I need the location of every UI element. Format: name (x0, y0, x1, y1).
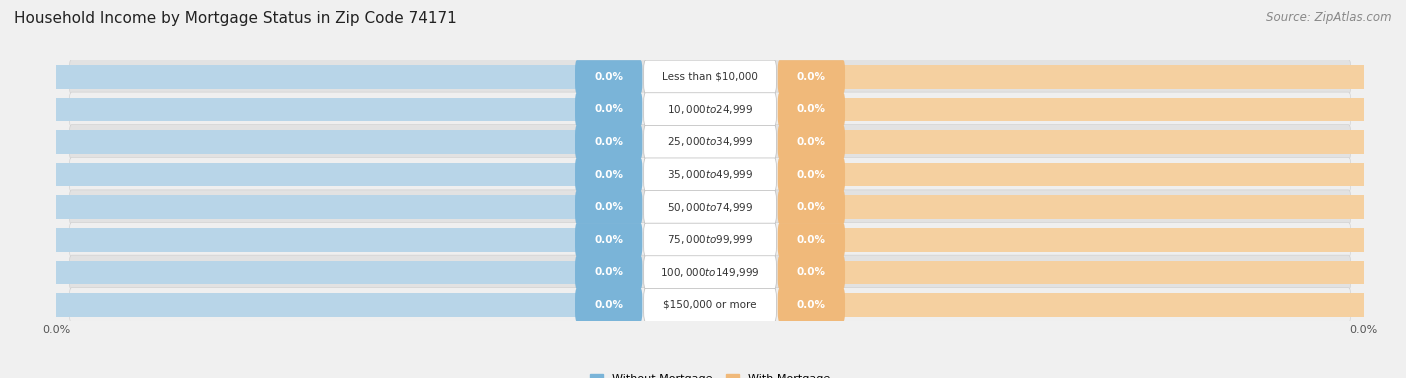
Text: $35,000 to $49,999: $35,000 to $49,999 (666, 168, 754, 181)
Text: Household Income by Mortgage Status in Zip Code 74171: Household Income by Mortgage Status in Z… (14, 11, 457, 26)
FancyBboxPatch shape (778, 125, 845, 159)
Text: Source: ZipAtlas.com: Source: ZipAtlas.com (1267, 11, 1392, 24)
Bar (844, 98, 1364, 121)
Bar (844, 65, 1364, 88)
Bar (56, 65, 576, 88)
Text: 0.0%: 0.0% (797, 202, 825, 212)
FancyBboxPatch shape (575, 158, 643, 191)
Bar (56, 228, 576, 251)
Text: 0.0%: 0.0% (595, 235, 623, 245)
Bar (844, 130, 1364, 154)
FancyBboxPatch shape (644, 256, 776, 289)
FancyBboxPatch shape (69, 223, 1351, 257)
Text: 0.0%: 0.0% (797, 170, 825, 180)
Text: 0.0%: 0.0% (595, 104, 623, 115)
FancyBboxPatch shape (575, 288, 643, 322)
Bar (844, 293, 1364, 317)
FancyBboxPatch shape (69, 157, 1351, 192)
Text: Less than $10,000: Less than $10,000 (662, 72, 758, 82)
FancyBboxPatch shape (778, 223, 845, 256)
FancyBboxPatch shape (69, 255, 1351, 290)
Text: 0.0%: 0.0% (595, 202, 623, 212)
Text: 0.0%: 0.0% (797, 300, 825, 310)
Bar (56, 261, 576, 284)
FancyBboxPatch shape (69, 59, 1351, 94)
FancyBboxPatch shape (644, 125, 776, 159)
Bar (56, 98, 576, 121)
Bar (844, 228, 1364, 251)
Bar (844, 261, 1364, 284)
FancyBboxPatch shape (778, 288, 845, 322)
Text: 0.0%: 0.0% (595, 300, 623, 310)
FancyBboxPatch shape (69, 92, 1351, 127)
Text: $50,000 to $74,999: $50,000 to $74,999 (666, 201, 754, 214)
Bar (844, 163, 1364, 186)
FancyBboxPatch shape (644, 288, 776, 322)
Bar (56, 195, 576, 219)
FancyBboxPatch shape (69, 288, 1351, 322)
FancyBboxPatch shape (575, 223, 643, 256)
Bar (844, 195, 1364, 219)
FancyBboxPatch shape (575, 191, 643, 224)
Text: 0.0%: 0.0% (797, 235, 825, 245)
FancyBboxPatch shape (644, 60, 776, 93)
FancyBboxPatch shape (575, 256, 643, 289)
Text: $25,000 to $34,999: $25,000 to $34,999 (666, 135, 754, 149)
Bar (56, 163, 576, 186)
FancyBboxPatch shape (575, 125, 643, 159)
FancyBboxPatch shape (778, 256, 845, 289)
FancyBboxPatch shape (644, 223, 776, 256)
Bar (56, 130, 576, 154)
FancyBboxPatch shape (69, 125, 1351, 159)
Text: 0.0%: 0.0% (595, 137, 623, 147)
FancyBboxPatch shape (778, 60, 845, 93)
Legend: Without Mortgage, With Mortgage: Without Mortgage, With Mortgage (585, 369, 835, 378)
FancyBboxPatch shape (778, 158, 845, 191)
FancyBboxPatch shape (644, 93, 776, 126)
Text: 0.0%: 0.0% (595, 267, 623, 277)
Text: 0.0%: 0.0% (797, 137, 825, 147)
Text: 0.0%: 0.0% (797, 267, 825, 277)
Text: $150,000 or more: $150,000 or more (664, 300, 756, 310)
FancyBboxPatch shape (778, 93, 845, 126)
Text: 0.0%: 0.0% (797, 104, 825, 115)
FancyBboxPatch shape (644, 158, 776, 191)
FancyBboxPatch shape (69, 190, 1351, 225)
FancyBboxPatch shape (575, 60, 643, 93)
Text: $100,000 to $149,999: $100,000 to $149,999 (661, 266, 759, 279)
FancyBboxPatch shape (778, 191, 845, 224)
Bar (56, 293, 576, 317)
Text: $75,000 to $99,999: $75,000 to $99,999 (666, 233, 754, 246)
Text: 0.0%: 0.0% (595, 170, 623, 180)
Text: $10,000 to $24,999: $10,000 to $24,999 (666, 103, 754, 116)
FancyBboxPatch shape (575, 93, 643, 126)
Text: 0.0%: 0.0% (595, 72, 623, 82)
Text: 0.0%: 0.0% (797, 72, 825, 82)
FancyBboxPatch shape (644, 191, 776, 224)
